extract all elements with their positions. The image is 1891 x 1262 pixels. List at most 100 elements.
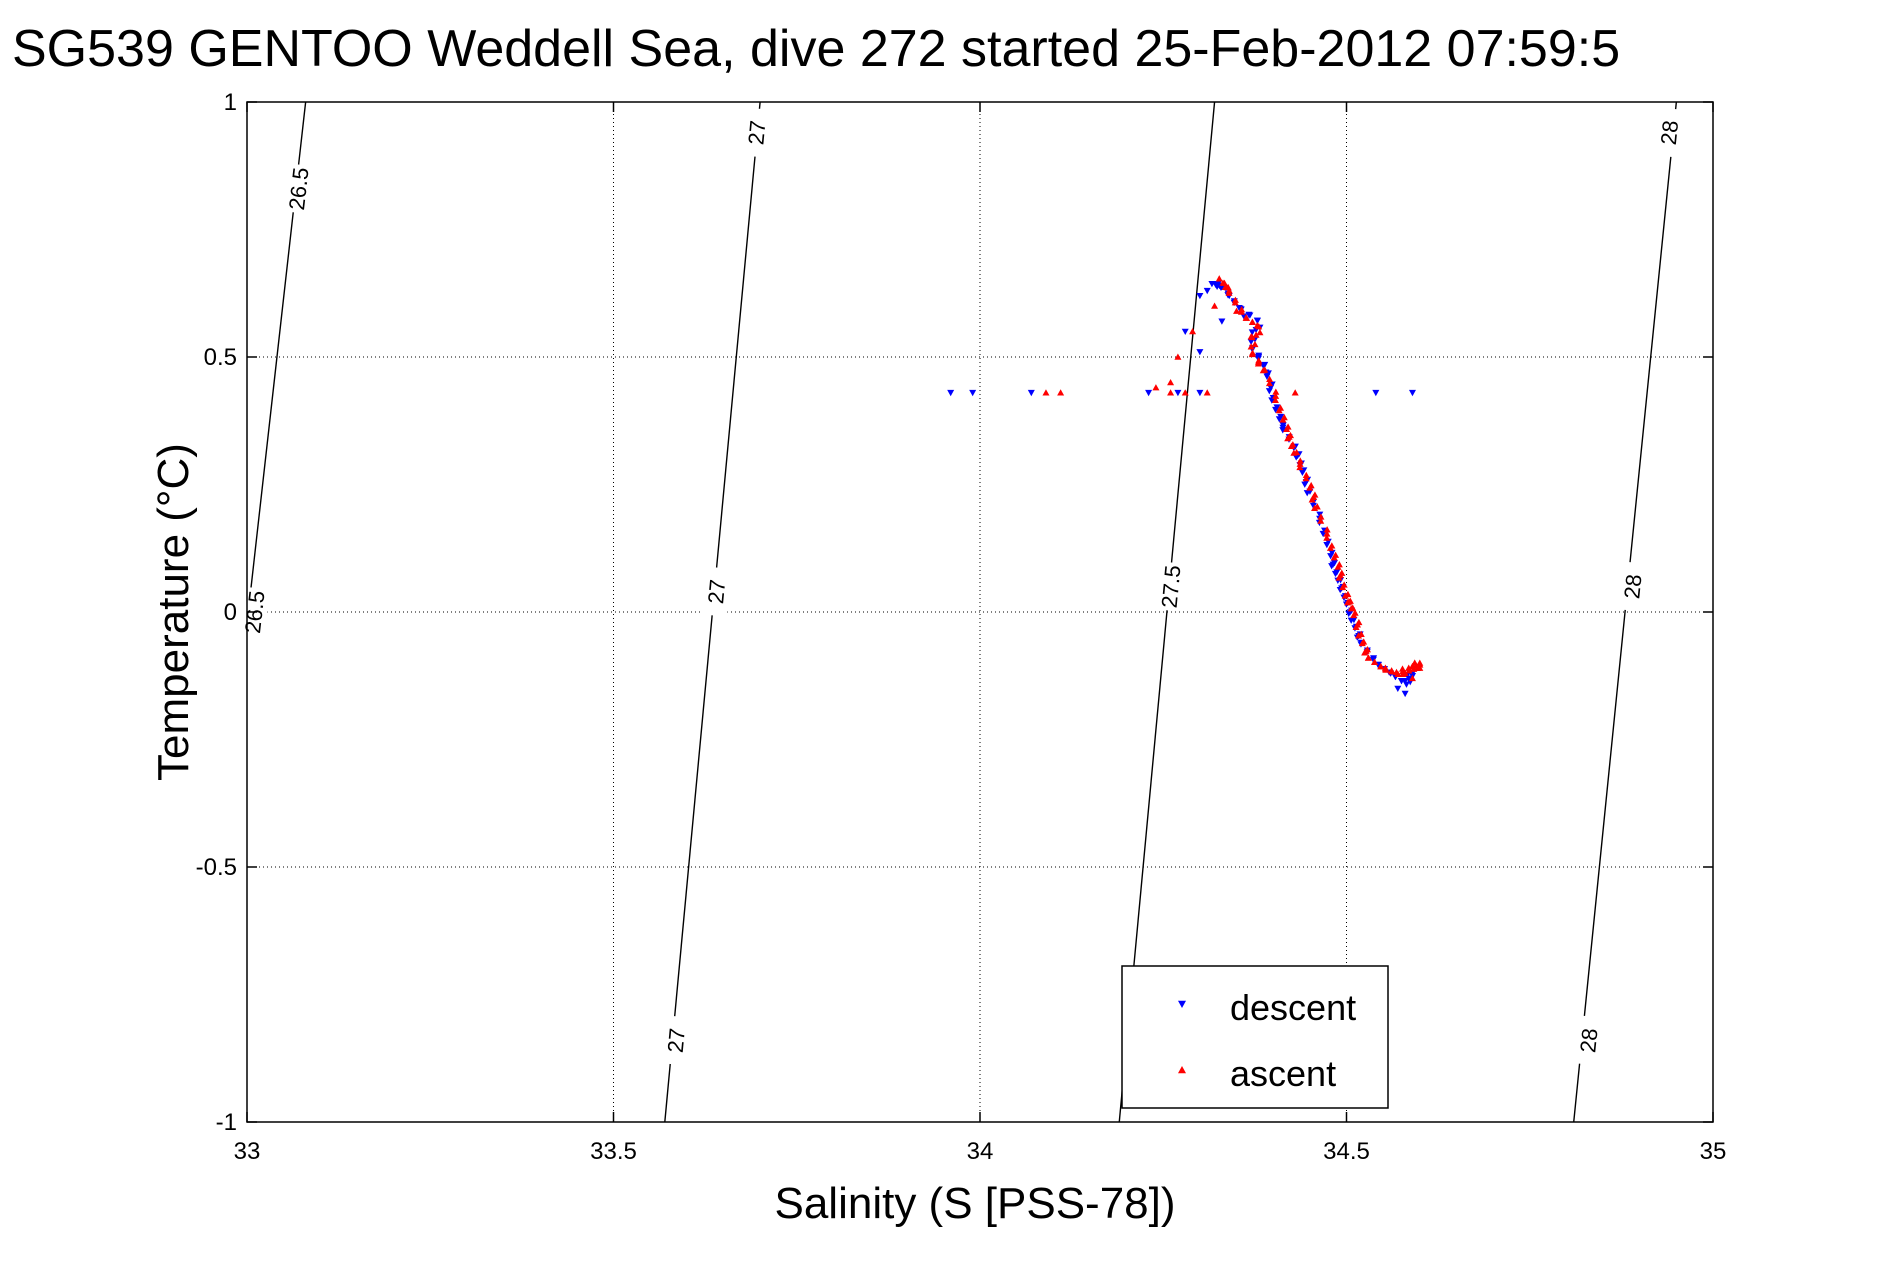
chart-title: SG539 GENTOO Weddell Sea, dive 272 start… bbox=[12, 20, 1620, 78]
ascent-point bbox=[1233, 307, 1241, 314]
ascent-point bbox=[1355, 632, 1363, 639]
descent-point bbox=[1196, 293, 1204, 300]
contour-label: 27 bbox=[743, 119, 770, 146]
ascent-point bbox=[1296, 457, 1304, 464]
ascent-point bbox=[1287, 442, 1295, 449]
ascent-point bbox=[1221, 283, 1229, 290]
descent-point bbox=[1263, 373, 1271, 380]
ascent-point bbox=[1416, 664, 1424, 671]
y-tick-label: -1 bbox=[216, 1109, 237, 1136]
ascent-point bbox=[1167, 389, 1175, 396]
ascent-point bbox=[1253, 321, 1261, 329]
descent-point bbox=[1301, 481, 1309, 488]
ascent-point bbox=[1225, 289, 1233, 296]
descent-point bbox=[1214, 280, 1222, 288]
series-descent bbox=[947, 280, 1417, 698]
ascent-point bbox=[1203, 389, 1211, 396]
ascent-point bbox=[1308, 496, 1316, 503]
ascent-point bbox=[1266, 375, 1274, 382]
contour-label-bg bbox=[1653, 107, 1685, 158]
descent-point bbox=[1401, 677, 1409, 685]
descent-point bbox=[1027, 389, 1035, 397]
descent-point bbox=[1328, 549, 1336, 557]
ascent-point bbox=[1265, 379, 1273, 387]
x-axis-label: Salinity (S [PSS-78]) bbox=[774, 1179, 1175, 1228]
descent-point bbox=[1253, 317, 1261, 324]
ascent-point bbox=[1302, 474, 1310, 482]
ascent-point bbox=[1254, 360, 1262, 367]
y-axis-label: Temperature (°C) bbox=[149, 443, 198, 781]
descent-point bbox=[1292, 454, 1300, 461]
ascent-point bbox=[1275, 406, 1283, 414]
ascent-point bbox=[1323, 534, 1331, 541]
ascent-point bbox=[1256, 328, 1264, 336]
legend-label-descent: descent bbox=[1230, 987, 1356, 1028]
descent-point bbox=[1309, 502, 1317, 510]
descent-point bbox=[1401, 690, 1409, 698]
ascent-point bbox=[1323, 530, 1331, 537]
ascent-point bbox=[1272, 392, 1280, 399]
legend-box bbox=[1121, 965, 1389, 1109]
ascent-point bbox=[1242, 314, 1250, 321]
descent-point bbox=[1145, 389, 1153, 397]
contour-label: 28 bbox=[1575, 1027, 1602, 1054]
descent-point bbox=[969, 389, 977, 397]
isopycnal-line bbox=[1573, 102, 1678, 1122]
ascent-point bbox=[1271, 396, 1279, 404]
ascent-point bbox=[1302, 471, 1310, 479]
contour-label-bg bbox=[1155, 561, 1186, 612]
y-tick-label: 0 bbox=[224, 599, 237, 626]
legend-label-ascent: ascent bbox=[1230, 1053, 1336, 1094]
ascent-point bbox=[1247, 343, 1255, 350]
contour-label-bg bbox=[282, 163, 314, 215]
ascent-point bbox=[1401, 669, 1409, 676]
descent-point bbox=[1218, 318, 1226, 325]
ascent-point bbox=[1259, 366, 1267, 374]
ascent-point bbox=[1350, 611, 1358, 619]
ascent-point bbox=[1361, 649, 1369, 656]
ascent-point bbox=[1181, 389, 1189, 396]
ascent-point bbox=[1272, 388, 1280, 395]
descent-point bbox=[1181, 328, 1189, 335]
ascent-point bbox=[1388, 667, 1396, 674]
x-tick-label: 34.5 bbox=[1323, 1138, 1370, 1165]
ascent-point bbox=[1392, 668, 1400, 676]
contour-label: 28 bbox=[1656, 119, 1683, 146]
descent-point bbox=[1246, 312, 1254, 319]
descent-point bbox=[1272, 406, 1280, 414]
contour-label-bg bbox=[1617, 561, 1648, 612]
ascent-point bbox=[1416, 659, 1424, 666]
descent-point bbox=[947, 389, 955, 397]
contour-label: 27 bbox=[703, 578, 730, 605]
ascent-point bbox=[1364, 654, 1372, 661]
ascent-point bbox=[1247, 333, 1255, 340]
descent-point bbox=[1275, 416, 1283, 423]
x-tick-label: 33 bbox=[234, 1138, 261, 1165]
contour-label-bg bbox=[700, 566, 732, 617]
ascent-point bbox=[1231, 299, 1239, 306]
descent-point bbox=[1328, 563, 1336, 570]
ascent-point bbox=[1344, 599, 1352, 606]
legend: descent ascent bbox=[1121, 965, 1389, 1109]
descent-point bbox=[1174, 389, 1182, 397]
contour-label-bg bbox=[660, 1015, 691, 1066]
ascent-point bbox=[1317, 513, 1325, 520]
descent-point bbox=[1255, 354, 1263, 361]
descent-point bbox=[1372, 389, 1380, 397]
ascent-point bbox=[1326, 544, 1334, 551]
contour-label: 26.5 bbox=[284, 166, 314, 211]
ascent-point bbox=[1284, 434, 1292, 442]
ascent-point bbox=[1317, 517, 1325, 524]
ascent-point bbox=[1152, 384, 1160, 391]
ascent-point bbox=[1211, 302, 1219, 309]
descent-point bbox=[1323, 541, 1331, 549]
ascent-point bbox=[1252, 331, 1260, 338]
ascent-point bbox=[1377, 662, 1385, 670]
ascent-point bbox=[1371, 658, 1379, 665]
descent-point bbox=[1279, 427, 1287, 434]
y-tick-label: -0.5 bbox=[196, 854, 237, 881]
contour-label-bg bbox=[741, 107, 772, 158]
descent-point bbox=[1298, 469, 1306, 477]
ascent-point bbox=[1248, 318, 1256, 325]
